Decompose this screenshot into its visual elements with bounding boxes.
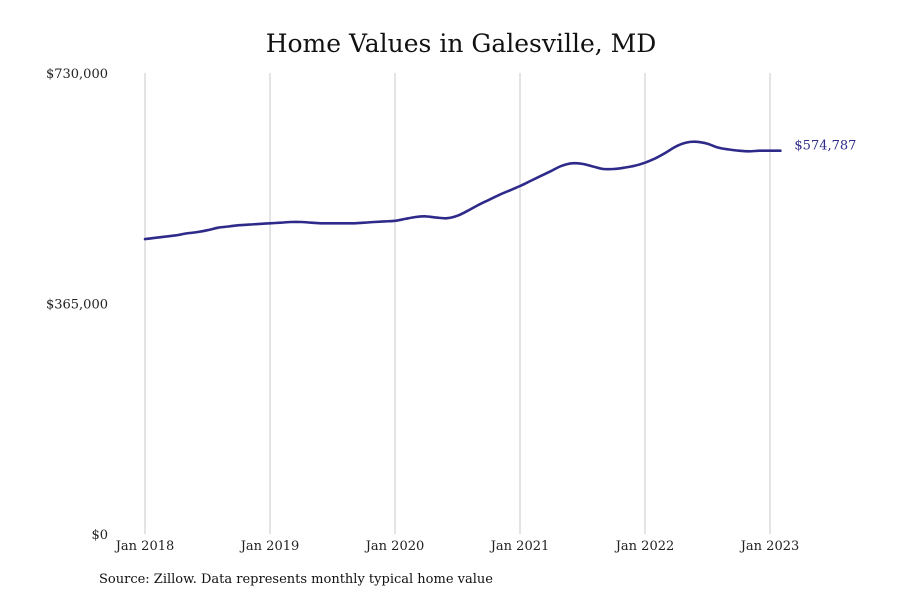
- y-tick-label: $0: [91, 528, 108, 543]
- x-tick-label: Jan 2022: [614, 539, 675, 554]
- x-tick-label: Jan 2020: [364, 539, 425, 554]
- x-tick-label: Jan 2019: [239, 539, 300, 554]
- x-tick-label: Jan 2021: [489, 539, 550, 554]
- y-tick-label: $365,000: [46, 298, 108, 313]
- series-points: [144, 141, 782, 241]
- x-tick-label: Jan 2023: [739, 539, 800, 554]
- x-tick-label: Jan 2018: [114, 539, 175, 554]
- end-value-label: $574,787: [794, 139, 856, 154]
- gridlines: [144, 73, 771, 534]
- series-line-home-value: [143, 140, 782, 241]
- x-axis-ticks: Jan 2018 Jan 2019 Jan 2020 Jan 2021 Jan 2022…: [114, 539, 800, 554]
- source-note: Source: Zillow. Data represents monthly …: [99, 572, 493, 587]
- y-tick-label: $730,000: [46, 67, 108, 82]
- y-axis-ticks: $0 $365,000 $730,000: [46, 67, 108, 543]
- chart-title: Home Values in Galesville, MD: [266, 29, 657, 58]
